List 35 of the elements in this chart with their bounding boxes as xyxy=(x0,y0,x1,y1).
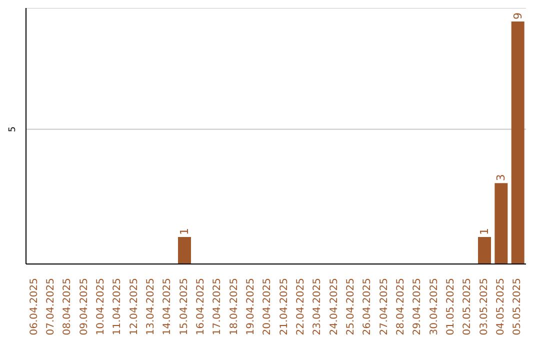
x-tick-label: 25.04.2025 xyxy=(346,278,356,336)
x-tick-label: 14.04.2025 xyxy=(162,278,174,336)
y-tick-label: 5 xyxy=(8,126,18,132)
x-tick-label: 06.04.2025 xyxy=(28,278,40,336)
data-label: 3 xyxy=(494,174,508,182)
x-tick-label: 19.04.2025 xyxy=(246,278,256,336)
x-tick-label: 21.04.2025 xyxy=(278,278,290,336)
x-tick-label: 08.04.2025 xyxy=(62,278,74,336)
x-tick-label: 17.04.2025 xyxy=(212,278,224,336)
x-tick-label: 02.05.2025 xyxy=(462,278,474,336)
x-tick-label: 23.04.2025 xyxy=(312,278,324,336)
x-tick-label: 13.04.2025 xyxy=(146,278,156,336)
data-label: 1 xyxy=(478,228,491,236)
x-tick-label: 30.04.2025 xyxy=(428,278,440,336)
x-tick-label: 28.04.2025 xyxy=(396,278,406,336)
x-tick-label: 03.05.2025 xyxy=(478,278,490,336)
x-tick-label: 29.04.2025 xyxy=(412,278,424,336)
x-tick-label: 01.05.2025 xyxy=(446,278,456,336)
data-label: 1 xyxy=(178,228,191,236)
x-tick-label: 26.04.2025 xyxy=(362,278,374,336)
x-tick-label: 11.04.2025 xyxy=(112,278,124,336)
x-tick-label: 20.04.2025 xyxy=(262,278,274,336)
x-tick-label: 12.04.2025 xyxy=(128,278,140,336)
x-tick-label: 15.04.2025 xyxy=(178,278,190,336)
x-tick-label: 05.05.2025 xyxy=(512,278,524,336)
x-tick-label: 07.04.2025 xyxy=(46,278,56,336)
data-label: 9 xyxy=(511,12,524,20)
x-tick-label: 18.04.2025 xyxy=(228,278,240,336)
x-tick-label: 27.04.2025 xyxy=(378,278,390,336)
x-tick-label: 24.04.2025 xyxy=(328,278,340,336)
x-tick-label: 09.04.2025 xyxy=(78,278,90,336)
x-tick-label: 22.04.2025 xyxy=(296,278,306,336)
x-tick-label: 04.05.2025 xyxy=(496,278,506,336)
x-tick-label: 10.04.2025 xyxy=(96,278,106,336)
x-tick-label: 16.04.2025 xyxy=(196,278,206,336)
